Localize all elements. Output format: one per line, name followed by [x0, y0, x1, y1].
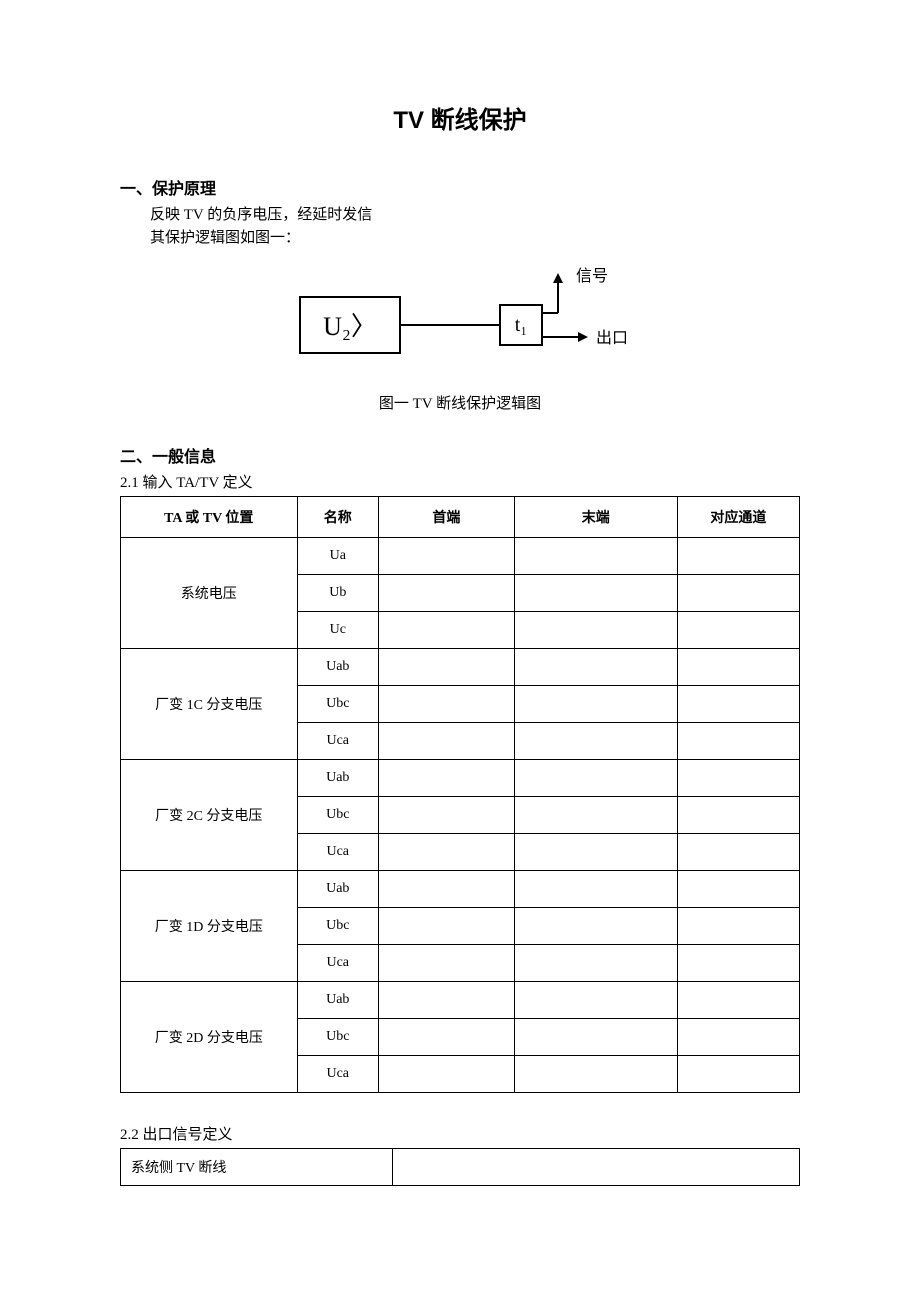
principle-line-1: 反映 TV 的负序电压，经延时发信 — [120, 203, 800, 224]
cell-position: 厂变 1D 分支电压 — [121, 871, 298, 982]
cell-name: Uca — [297, 723, 378, 760]
cell-empty — [677, 982, 799, 1019]
cell-name: Uca — [297, 1056, 378, 1093]
cell-empty — [677, 834, 799, 871]
cell-empty — [379, 982, 515, 1019]
cell-empty — [677, 945, 799, 982]
cell-empty — [514, 649, 677, 686]
cell-name: Ua — [297, 538, 378, 575]
cell-name: Uab — [297, 871, 378, 908]
cell-empty — [379, 575, 515, 612]
cell-name: Uab — [297, 982, 378, 1019]
cell-position: 厂变 2C 分支电压 — [121, 760, 298, 871]
cell-empty — [379, 834, 515, 871]
cell-position: 系统电压 — [121, 538, 298, 649]
cell-empty — [379, 649, 515, 686]
table-row: 系统侧 TV 断线 — [121, 1149, 800, 1186]
cell-empty — [514, 908, 677, 945]
table-row: 厂变 1D 分支电压Uab — [121, 871, 800, 908]
cell-empty — [379, 1056, 515, 1093]
cell-empty — [379, 871, 515, 908]
cell-name: Ubc — [297, 686, 378, 723]
cell-empty — [677, 575, 799, 612]
logic-diagram-svg: U₂〉 t₁ 信号 出口 — [280, 267, 640, 377]
cell-empty — [677, 649, 799, 686]
cell-empty — [514, 686, 677, 723]
table-row: 厂变 2C 分支电压Uab — [121, 760, 800, 797]
cell-empty — [677, 686, 799, 723]
logic-label-signal: 信号 — [576, 267, 608, 285]
cell-empty — [677, 871, 799, 908]
diagram-caption: 图一 TV 断线保护逻辑图 — [120, 392, 800, 413]
logic-arrow-right — [578, 332, 588, 342]
th-start: 首端 — [379, 497, 515, 538]
th-end: 末端 — [514, 497, 677, 538]
cell-empty — [677, 908, 799, 945]
cell-empty — [514, 982, 677, 1019]
section-1-heading: 一、保护原理 — [120, 175, 800, 199]
section-2-heading: 二、一般信息 — [120, 443, 800, 467]
logic-box-t1-label: t₁ — [515, 314, 528, 336]
cell-empty — [514, 575, 677, 612]
th-name: 名称 — [297, 497, 378, 538]
output-signal-value — [392, 1149, 799, 1186]
cell-empty — [379, 797, 515, 834]
input-definition-table: TA 或 TV 位置 名称 首端 末端 对应通道 系统电压UaUbUc厂变 1C… — [120, 496, 800, 1093]
cell-empty — [514, 1056, 677, 1093]
cell-name: Uab — [297, 760, 378, 797]
subsection-2-1: 2.1 输入 TA/TV 定义 — [120, 471, 800, 492]
cell-empty — [514, 871, 677, 908]
logic-arrow-up — [553, 273, 563, 283]
cell-position: 厂变 1C 分支电压 — [121, 649, 298, 760]
cell-empty — [677, 538, 799, 575]
cell-empty — [514, 834, 677, 871]
cell-empty — [514, 538, 677, 575]
principle-line-2: 其保护逻辑图如图一： — [120, 226, 800, 247]
cell-empty — [379, 538, 515, 575]
cell-name: Ubc — [297, 908, 378, 945]
cell-empty — [514, 797, 677, 834]
cell-empty — [379, 908, 515, 945]
table-row: 系统电压Ua — [121, 538, 800, 575]
cell-empty — [514, 945, 677, 982]
cell-empty — [677, 1056, 799, 1093]
cell-name: Ubc — [297, 797, 378, 834]
table-row: 厂变 1C 分支电压Uab — [121, 649, 800, 686]
cell-name: Uca — [297, 945, 378, 982]
output-signal-table: 系统侧 TV 断线 — [120, 1148, 800, 1186]
cell-empty — [379, 945, 515, 982]
cell-position: 厂变 2D 分支电压 — [121, 982, 298, 1093]
subsection-2-2: 2.2 出口信号定义 — [120, 1123, 800, 1144]
th-position: TA 或 TV 位置 — [121, 497, 298, 538]
cell-empty — [379, 760, 515, 797]
cell-empty — [514, 723, 677, 760]
cell-empty — [379, 612, 515, 649]
cell-name: Ubc — [297, 1019, 378, 1056]
cell-empty — [514, 1019, 677, 1056]
cell-empty — [677, 1019, 799, 1056]
table-row: 厂变 2D 分支电压Uab — [121, 982, 800, 1019]
cell-name: Uab — [297, 649, 378, 686]
logic-diagram: U₂〉 t₁ 信号 出口 — [120, 267, 800, 382]
cell-empty — [379, 723, 515, 760]
logic-box-u2-label: U₂〉 — [323, 312, 377, 341]
cell-empty — [677, 723, 799, 760]
cell-empty — [379, 1019, 515, 1056]
cell-empty — [379, 686, 515, 723]
cell-name: Uca — [297, 834, 378, 871]
th-channel: 对应通道 — [677, 497, 799, 538]
cell-name: Uc — [297, 612, 378, 649]
page-title: TV 断线保护 — [120, 100, 800, 135]
cell-empty — [514, 612, 677, 649]
cell-empty — [677, 612, 799, 649]
logic-label-exit: 出口 — [596, 329, 628, 347]
cell-empty — [677, 797, 799, 834]
output-signal-name: 系统侧 TV 断线 — [121, 1149, 393, 1186]
table-header-row: TA 或 TV 位置 名称 首端 末端 对应通道 — [121, 497, 800, 538]
cell-empty — [514, 760, 677, 797]
cell-name: Ub — [297, 575, 378, 612]
cell-empty — [677, 760, 799, 797]
